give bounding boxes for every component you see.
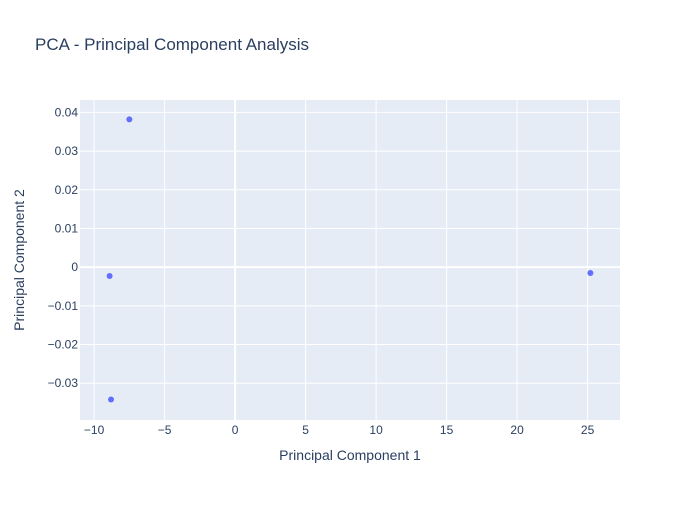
x-tick-label: 10 [369,423,383,437]
x-tick-label: 5 [302,423,309,437]
y-tick-label: 0.03 [55,144,79,158]
y-tick-label: 0.04 [55,105,79,119]
y-tick-label: 0 [71,260,78,274]
scatter-point[interactable] [108,396,115,403]
grid-lines [80,100,620,420]
scatter-point[interactable] [587,269,594,276]
y-axis-label: Principal Component 2 [11,189,27,331]
zero-lines [80,100,620,420]
x-tick-label: 20 [510,423,524,437]
y-tick-label: −0.02 [48,338,79,352]
x-tick-label: −5 [158,423,172,437]
scatter-point[interactable] [126,116,133,123]
scatter-point[interactable] [106,273,113,280]
data-points [106,116,594,403]
chart-title: PCA - Principal Component Analysis [35,35,309,54]
y-tick-label: −0.01 [48,299,79,313]
x-axis-label: Principal Component 1 [279,447,421,463]
y-tick-label: −0.03 [48,376,79,390]
plot-area [80,100,620,420]
x-tick-label: 0 [232,423,239,437]
x-tick-label: 15 [440,423,454,437]
x-tick-label: −10 [84,423,105,437]
x-axis-ticks: −10 −5 0 5 10 15 20 25 [84,423,595,437]
y-axis-ticks: −0.03 −0.02 −0.01 0 0.01 0.02 0.03 0.04 [48,105,79,390]
x-tick-label: 25 [581,423,595,437]
y-tick-label: 0.02 [55,183,79,197]
y-tick-label: 0.01 [55,221,79,235]
